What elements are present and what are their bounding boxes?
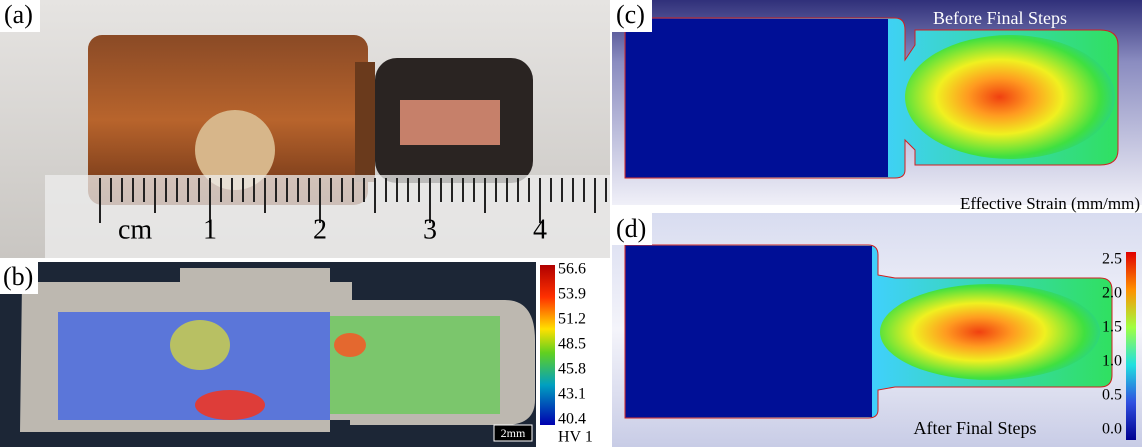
colorbar bbox=[540, 265, 555, 425]
colorbar-unit: HV 1 bbox=[558, 429, 593, 446]
caption: After Final Steps bbox=[914, 418, 1037, 438]
figure: cm 1 2 3 4 (a) 2mm 56.6 53.9 51.2 48.5 45.8 43.1… bbox=[0, 0, 1142, 447]
colorbar-tick-label: 45.8 bbox=[558, 361, 586, 378]
ruler-unit: cm bbox=[118, 214, 152, 245]
colorbar-ticks: 56.6 53.9 51.2 48.5 45.8 43.1 40.4 bbox=[558, 261, 586, 428]
panel-label: (b) bbox=[3, 262, 33, 291]
panel-label: (c) bbox=[616, 0, 645, 29]
cold-zone bbox=[626, 19, 888, 177]
colorbar-tick-label: 0.5 bbox=[1102, 387, 1122, 404]
strain-field bbox=[905, 35, 1115, 159]
panel-label: (a) bbox=[4, 0, 33, 29]
colorbar bbox=[1126, 252, 1136, 440]
panel-label: (d) bbox=[616, 214, 646, 243]
cold-zone bbox=[626, 246, 872, 417]
rod-shoulder bbox=[355, 62, 375, 182]
hardness-map bbox=[330, 316, 500, 414]
colorbar-tick-label: 1.0 bbox=[1102, 353, 1122, 370]
caption: Before Final Steps bbox=[933, 8, 1067, 28]
colorbar-tick-label: 53.9 bbox=[558, 286, 586, 303]
ruler-number: 3 bbox=[423, 214, 437, 245]
colorbar-title: Effective Strain (mm/mm) bbox=[960, 194, 1140, 213]
hot-spot bbox=[170, 320, 230, 370]
colorbar-tick-label: 43.1 bbox=[558, 386, 586, 403]
colorbar-tick-label: 2.5 bbox=[1102, 251, 1122, 268]
hot-spot bbox=[195, 390, 265, 420]
hot-spot bbox=[334, 333, 366, 357]
ruler-number: 4 bbox=[533, 214, 547, 245]
colorbar-tick-label: 56.6 bbox=[558, 261, 586, 278]
colorbar-tick-label: 51.2 bbox=[558, 311, 586, 328]
colorbar-tick-label: 48.5 bbox=[558, 336, 586, 353]
colorbar-tick-label: 0.0 bbox=[1102, 421, 1122, 438]
ruler-number: 2 bbox=[313, 214, 327, 245]
ruler-number: 1 bbox=[203, 214, 217, 245]
copper-patch bbox=[400, 100, 500, 145]
colorbar-tick-label: 2.0 bbox=[1102, 285, 1122, 302]
colorbar-tick-label: 1.5 bbox=[1102, 319, 1122, 336]
scale-bar: 2mm bbox=[501, 426, 526, 440]
colorbar-tick-label: 40.4 bbox=[558, 411, 586, 428]
strain-field bbox=[880, 284, 1100, 380]
